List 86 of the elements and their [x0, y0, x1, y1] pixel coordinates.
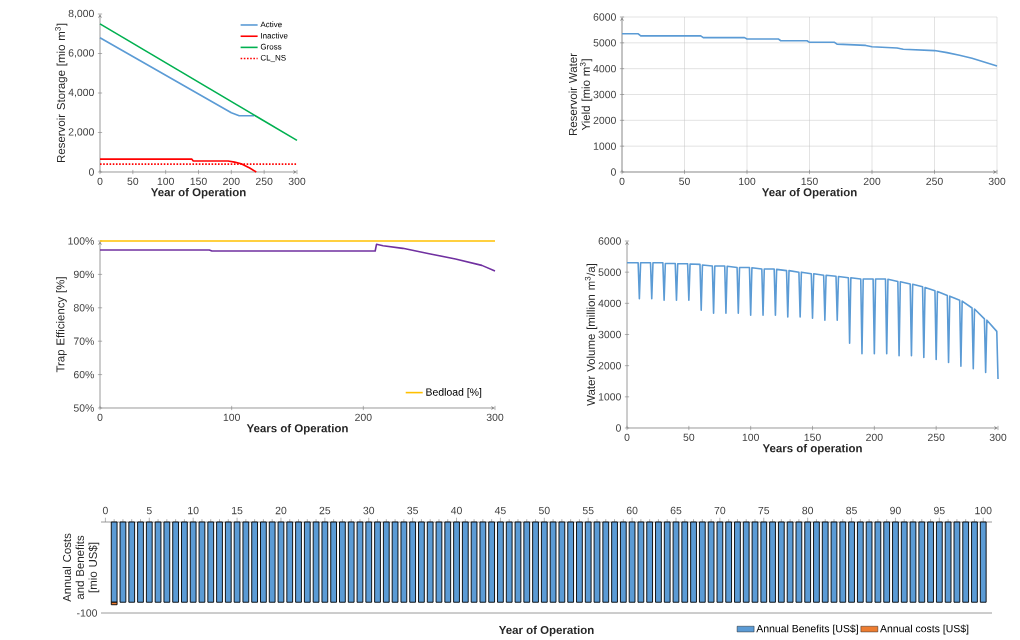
y-tick-label: 50% — [73, 404, 94, 412]
y-tick-label: 6000 — [598, 237, 621, 245]
x-tick-label: 15 — [232, 506, 243, 515]
x-tick-label: 0 — [102, 506, 108, 515]
x-tick-label: 95 — [934, 506, 945, 515]
x-tick-label: 45 — [494, 506, 506, 515]
x-tick-label: 300 — [288, 177, 306, 186]
x-tick-label: 75 — [758, 506, 770, 515]
x-tick-label: 200 — [223, 177, 240, 186]
x-tick-label: 60 — [626, 506, 638, 515]
x-axis-title: Year of Operation — [761, 187, 857, 199]
y-axis-title: Water Volume [million m$^{3}$/a] — [584, 263, 598, 406]
x-tick-label: 100 — [739, 177, 756, 186]
y-tick-label: 4000 — [598, 299, 621, 308]
x-tick-label: 0 — [624, 433, 630, 442]
x-tick-label: 90 — [890, 506, 901, 515]
y-tick-label: 0 — [615, 424, 621, 432]
x-tick-label: 5 — [146, 506, 152, 515]
x-tick-label: 0 — [97, 177, 103, 186]
x-tick-label: 40 — [450, 506, 462, 515]
y-tick-label: 6000 — [593, 13, 616, 21]
y-tick-label: 100% — [68, 237, 94, 245]
x-tick-label: 25 — [319, 506, 331, 515]
x-tick-label: 55 — [582, 506, 594, 515]
x-tick-label: 85 — [846, 506, 857, 515]
y-axis-title: Trap Efficiency [%] — [56, 277, 67, 373]
x-tick-label: 10 — [188, 506, 199, 515]
y-tick-label: 2000 — [593, 116, 616, 125]
x-tick-label: 150 — [801, 177, 818, 186]
x-tick-label: 100 — [742, 433, 759, 442]
y-tick-label: 90% — [73, 270, 94, 279]
x-axis-title: Years of operation — [762, 443, 862, 455]
x-tick-label: 35 — [407, 506, 419, 515]
x-tick-label: 300 — [988, 177, 1006, 186]
y-tick-label: 5000 — [593, 39, 616, 47]
x-axis-title: Years of Operation — [246, 423, 348, 435]
x-tick-label: 200 — [863, 177, 881, 186]
x-tick-label: 150 — [190, 177, 207, 186]
x-tick-label: 150 — [804, 433, 821, 442]
x-tick-label: 200 — [866, 433, 883, 442]
y-axis-title: Annual Costs and Benefits [mio US$] — [62, 533, 100, 602]
x-tick-label: 200 — [355, 413, 372, 422]
x-tick-label: 250 — [927, 433, 945, 442]
x-tick-label: 100 — [223, 413, 240, 422]
x-tick-label: 80 — [802, 506, 814, 515]
y-tick-label: 60% — [73, 370, 94, 379]
x-tick-label: 100 — [157, 177, 174, 186]
y-tick-label: 4,000 — [68, 88, 94, 98]
line-series — [99, 243, 496, 272]
y-tick-label: 2000 — [598, 361, 621, 370]
y-tick-label: 4000 — [593, 64, 616, 73]
y-tick-label: 3000 — [598, 330, 621, 339]
x-tick-label: 300 — [989, 433, 1007, 442]
x-tick-label: 0 — [97, 413, 103, 422]
legend-label: Annual costs [US$] — [880, 624, 969, 635]
y-tick-label: 80% — [73, 304, 94, 312]
y-tick-label: 3000 — [593, 90, 616, 99]
x-axis-title: Year of Operation — [150, 187, 246, 199]
x-tick-label: 30 — [363, 506, 375, 515]
x-tick-label: 50 — [127, 177, 139, 186]
y-tick-label: 1000 — [593, 142, 616, 150]
x-tick-label: 50 — [679, 177, 690, 186]
x-tick-label: 20 — [275, 506, 287, 515]
x-tick-label: 65 — [670, 506, 682, 515]
y-tick-label: 5000 — [598, 268, 621, 276]
legend-label: Bedload [%] — [426, 388, 482, 398]
x-tick-label: 50 — [538, 506, 550, 515]
x-tick-label: 250 — [255, 177, 273, 186]
y-tick-label: 0 — [88, 168, 94, 176]
y-tick-label: 1000 — [598, 393, 621, 401]
x-axis-title: Year of Operation — [498, 625, 594, 637]
y-tick-label: 6,000 — [68, 49, 94, 58]
y-tick-label: 0 — [610, 168, 616, 176]
y-axis-title: Reservoir Water Yield [mio m$^{3}$] — [568, 53, 593, 136]
y-tick-label: 8,000 — [68, 9, 94, 19]
x-tick-label: 70 — [714, 506, 726, 515]
legend-label: Annual Benefits [US$] — [756, 624, 858, 635]
text: -100 — [77, 609, 98, 617]
x-tick-label: 100 — [975, 506, 992, 515]
line-series — [626, 262, 999, 380]
x-tick-label: 50 — [683, 433, 695, 442]
x-tick-label: 300 — [486, 413, 504, 422]
y-axis-title: Reservoir Storage [mio m$^{3}$] — [55, 23, 68, 163]
x-tick-label: 250 — [926, 177, 943, 186]
y-tick-label: 2,000 — [68, 128, 94, 137]
y-tick-label: 70% — [73, 337, 94, 345]
